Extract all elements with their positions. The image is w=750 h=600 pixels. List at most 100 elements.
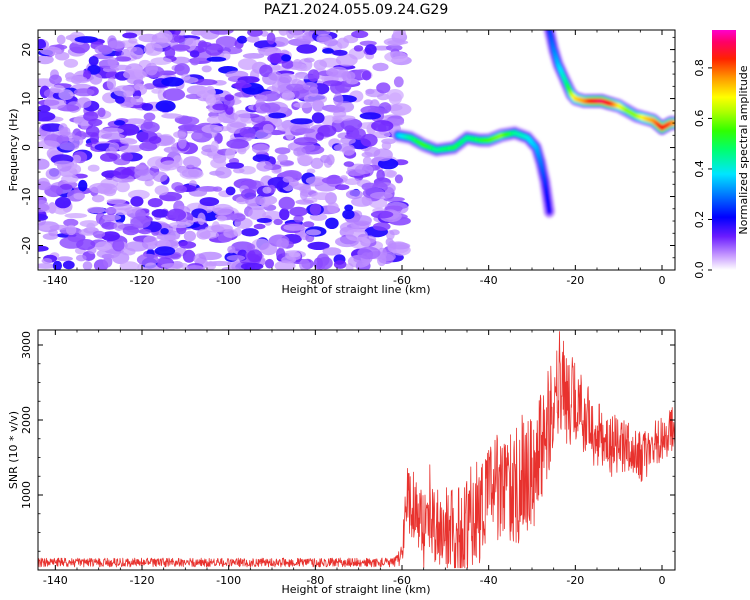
noise-blob xyxy=(183,156,202,169)
y-tick-label: 20 xyxy=(20,43,33,57)
noise-blob xyxy=(393,76,404,88)
noise-blob xyxy=(353,45,364,52)
top-y-axis-label: Frequency (Hz) xyxy=(7,109,20,192)
noise-blob xyxy=(55,196,71,209)
noise-blob xyxy=(259,242,278,256)
noise-blob xyxy=(224,94,235,101)
noise-blob xyxy=(344,178,361,186)
noise-blob xyxy=(169,221,192,229)
bottom-y-axis: 1000 2000 3000 xyxy=(20,331,675,571)
colorbar: 0.0 0.2 0.4 0.6 0.8 Normalized spectral ampl… xyxy=(693,30,750,279)
noise-blob xyxy=(225,186,236,196)
noise-blob xyxy=(113,120,126,126)
noise-blob xyxy=(115,96,125,104)
noise-blobs xyxy=(38,30,412,270)
noise-blob xyxy=(119,137,136,144)
noise-blob xyxy=(364,44,377,55)
noise-blob xyxy=(313,257,323,270)
noise-blob xyxy=(262,186,272,194)
noise-blob xyxy=(384,51,408,63)
noise-blob xyxy=(310,192,334,201)
noise-blob xyxy=(156,235,180,241)
snr-series-line xyxy=(38,331,675,569)
noise-blob xyxy=(115,181,130,193)
noise-blob xyxy=(161,77,185,87)
noise-blob xyxy=(295,199,314,205)
noise-blob xyxy=(327,202,339,214)
noise-blob xyxy=(303,57,315,63)
noise-blob xyxy=(191,132,203,140)
noise-blob xyxy=(56,256,73,262)
noise-blob xyxy=(178,241,197,249)
noise-blob xyxy=(49,224,69,231)
signal-ridge xyxy=(391,30,675,219)
noise-blob xyxy=(362,156,372,166)
colorbar-tick-label: 0.6 xyxy=(693,110,706,128)
noise-blob xyxy=(307,241,330,250)
noise-blob xyxy=(351,196,373,207)
noise-blob xyxy=(114,56,132,62)
noise-blob xyxy=(144,179,154,187)
noise-blob xyxy=(73,88,95,97)
noise-blob xyxy=(91,194,105,203)
noise-blob xyxy=(355,164,374,175)
noise-blob xyxy=(332,49,348,56)
noise-blob xyxy=(174,185,187,194)
noise-blob xyxy=(130,196,144,207)
noise-blob xyxy=(282,176,294,183)
noise-blob xyxy=(286,83,305,92)
colorbar-tick-label: 0.8 xyxy=(693,59,706,77)
noise-blob xyxy=(325,217,339,229)
noise-blob xyxy=(226,255,246,261)
x-tick-label: -140 xyxy=(43,574,68,587)
noise-blob xyxy=(130,216,151,229)
noise-blob xyxy=(342,209,355,220)
noise-blob xyxy=(139,141,158,152)
noise-blob xyxy=(143,112,156,122)
noise-blob xyxy=(143,235,158,246)
noise-blob xyxy=(94,44,114,55)
noise-blob xyxy=(134,169,156,182)
noise-blob xyxy=(221,266,240,270)
noise-blob xyxy=(97,107,106,118)
noise-blob xyxy=(299,259,311,270)
bottom-y-axis-label: SNR (10 * v/v) xyxy=(7,411,20,489)
noise-blob xyxy=(122,32,138,39)
x-tick-label: -60 xyxy=(393,274,411,287)
x-tick-label: -80 xyxy=(306,574,324,587)
noise-blob xyxy=(38,263,57,269)
noise-blob xyxy=(140,121,160,133)
noise-blob xyxy=(147,198,163,208)
noise-blob xyxy=(277,153,288,163)
noise-blob xyxy=(38,214,48,221)
noise-blob xyxy=(101,133,125,140)
noise-blob xyxy=(345,228,368,242)
noise-blob xyxy=(103,255,113,268)
noise-blob xyxy=(252,143,270,154)
noise-blob xyxy=(136,253,159,266)
noise-blob xyxy=(322,80,343,87)
colorbar-label: Normalized spectral amplitude xyxy=(737,65,750,234)
noise-blob xyxy=(107,35,117,48)
noise-blob xyxy=(154,246,176,256)
noise-blob xyxy=(333,260,347,269)
noise-blob xyxy=(385,44,403,52)
noise-blob xyxy=(290,118,313,125)
noise-blob xyxy=(96,248,120,259)
figure-title: PAZ1.2024.055.09.24.G29 xyxy=(264,2,449,18)
noise-blob xyxy=(293,147,306,157)
noise-blob xyxy=(231,82,252,89)
noise-blob xyxy=(65,75,88,83)
noise-blob xyxy=(155,100,176,113)
noise-blob xyxy=(87,206,106,214)
noise-blob xyxy=(265,258,274,269)
noise-blob xyxy=(332,117,343,124)
noise-blob xyxy=(174,63,190,76)
noise-blob xyxy=(246,35,260,43)
noise-blob xyxy=(225,147,236,160)
noise-blob xyxy=(240,262,264,270)
noise-blob xyxy=(38,105,51,113)
noise-blob xyxy=(233,109,251,123)
noise-blob xyxy=(113,166,131,179)
noise-blob xyxy=(181,168,199,178)
